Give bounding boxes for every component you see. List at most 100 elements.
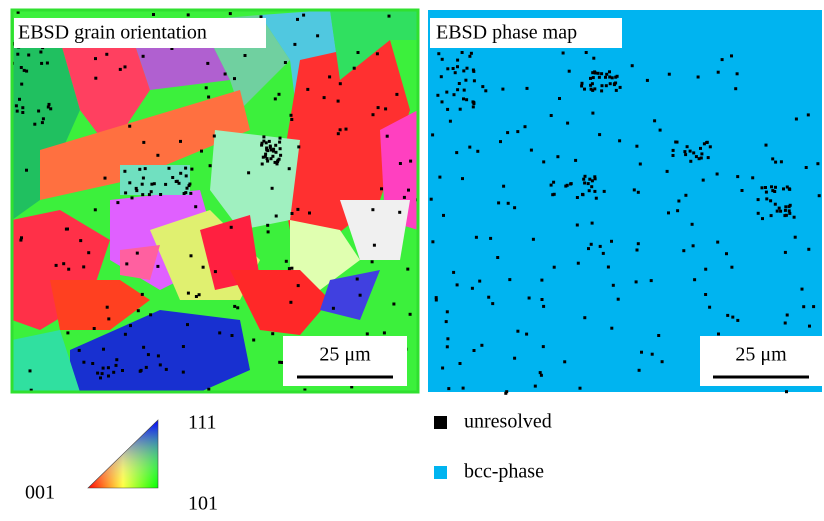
unresolved-point — [105, 53, 108, 56]
unresolved-point — [501, 88, 504, 91]
unresolved-point — [530, 149, 533, 152]
unresolved-point — [612, 284, 615, 287]
unresolved-point — [473, 79, 476, 82]
unresolved-point — [462, 387, 465, 390]
unresolved-point — [266, 224, 269, 227]
unresolved-point — [600, 72, 603, 75]
unresolved-point — [541, 298, 544, 301]
unresolved-point — [446, 337, 449, 340]
unresolved-point — [473, 349, 476, 352]
unresolved-point — [442, 214, 445, 217]
unresolved-point — [676, 209, 679, 212]
unresolved-point — [633, 188, 636, 191]
unresolved-point — [784, 209, 787, 212]
unresolved-point — [399, 162, 402, 165]
unresolved-point — [591, 71, 594, 74]
unresolved-point — [456, 283, 459, 286]
unresolved-point — [566, 122, 569, 125]
unresolved-point — [659, 129, 662, 132]
unresolved-point — [576, 224, 579, 227]
unresolved-point — [736, 72, 739, 75]
unresolved-point — [195, 295, 198, 298]
unresolved-point — [141, 293, 144, 296]
unresolved-point — [640, 351, 643, 354]
unresolved-point — [666, 170, 669, 173]
figure: EBSD grain orientation 25 μm EBSD phase … — [0, 0, 824, 516]
unresolved-point — [542, 305, 545, 308]
unresolved-point — [233, 305, 236, 308]
unresolved-point — [278, 93, 281, 96]
unresolved-point — [605, 73, 608, 76]
unresolved-point — [695, 155, 698, 158]
unresolved-point — [700, 152, 703, 155]
orientation-map — [11, 10, 419, 392]
unresolved-point — [131, 196, 134, 199]
unresolved-point — [187, 13, 190, 16]
grain — [120, 165, 190, 195]
unresolved-point — [770, 214, 773, 217]
unresolved-point — [802, 305, 805, 308]
unresolved-point — [516, 330, 519, 333]
unresolved-point — [366, 332, 369, 335]
unresolved-point — [345, 128, 348, 131]
unresolved-point — [87, 251, 90, 254]
unresolved-point — [594, 72, 597, 75]
legend-swatch — [434, 416, 447, 429]
unresolved-point — [585, 51, 588, 54]
unresolved-point — [102, 348, 105, 351]
unresolved-point — [261, 142, 264, 145]
unresolved-point — [610, 240, 613, 243]
unresolved-point — [142, 141, 145, 144]
unresolved-point — [635, 145, 638, 148]
unresolved-point — [308, 212, 311, 215]
unresolved-point — [446, 345, 449, 348]
unresolved-point — [516, 130, 519, 133]
unresolved-point — [563, 360, 566, 363]
legend-swatch — [434, 466, 447, 479]
unresolved-point — [615, 89, 618, 92]
unresolved-point — [198, 293, 201, 296]
unresolved-point — [431, 133, 434, 136]
unresolved-point — [591, 222, 594, 225]
unresolved-point — [812, 305, 815, 308]
unresolved-point — [124, 333, 127, 336]
unresolved-point — [579, 387, 582, 390]
unresolved-point — [683, 150, 686, 153]
unresolved-point — [430, 198, 433, 201]
unresolved-point — [717, 71, 720, 74]
unresolved-point — [229, 12, 232, 15]
unresolved-point — [438, 176, 441, 179]
unresolved-point — [761, 186, 764, 189]
unresolved-point — [583, 182, 586, 185]
unresolved-point — [452, 67, 455, 70]
unresolved-point — [697, 76, 700, 79]
unresolved-point — [271, 332, 274, 335]
unresolved-point — [635, 280, 638, 283]
unresolved-point — [608, 70, 611, 73]
unresolved-point — [441, 100, 444, 103]
unresolved-point — [82, 265, 85, 268]
unresolved-point — [274, 144, 277, 147]
unresolved-point — [709, 145, 712, 148]
unresolved-point — [233, 77, 236, 80]
unresolved-point — [46, 62, 49, 65]
unresolved-point — [135, 187, 138, 190]
unresolved-point — [616, 75, 619, 78]
unresolved-point — [637, 242, 640, 245]
unresolved-point — [150, 190, 153, 193]
ipf-triangle-overlay — [88, 420, 158, 488]
unresolved-point — [25, 70, 28, 73]
unresolved-point — [568, 70, 571, 73]
unresolved-point — [48, 103, 51, 106]
unresolved-point — [436, 94, 439, 97]
unresolved-point — [454, 71, 457, 74]
unresolved-point — [66, 331, 69, 334]
unresolved-point — [576, 196, 579, 199]
unresolved-point — [441, 367, 444, 370]
unresolved-point — [558, 97, 561, 100]
unresolved-point — [496, 256, 499, 259]
unresolved-point — [186, 187, 189, 190]
unresolved-point — [774, 161, 777, 164]
unresolved-point — [784, 251, 787, 254]
unresolved-point — [618, 139, 621, 142]
